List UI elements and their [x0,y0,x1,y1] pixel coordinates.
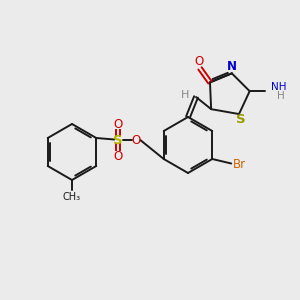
Text: O: O [132,134,141,146]
Text: Br: Br [233,158,246,170]
Text: O: O [114,149,123,163]
Text: O: O [114,118,123,130]
Text: CH₃: CH₃ [63,192,81,202]
Text: S: S [113,134,123,146]
Text: H: H [277,91,284,101]
Text: H: H [181,90,189,100]
Text: NH: NH [271,82,286,92]
Text: O: O [194,55,204,68]
Text: N: N [227,60,237,73]
Text: S: S [236,112,246,126]
